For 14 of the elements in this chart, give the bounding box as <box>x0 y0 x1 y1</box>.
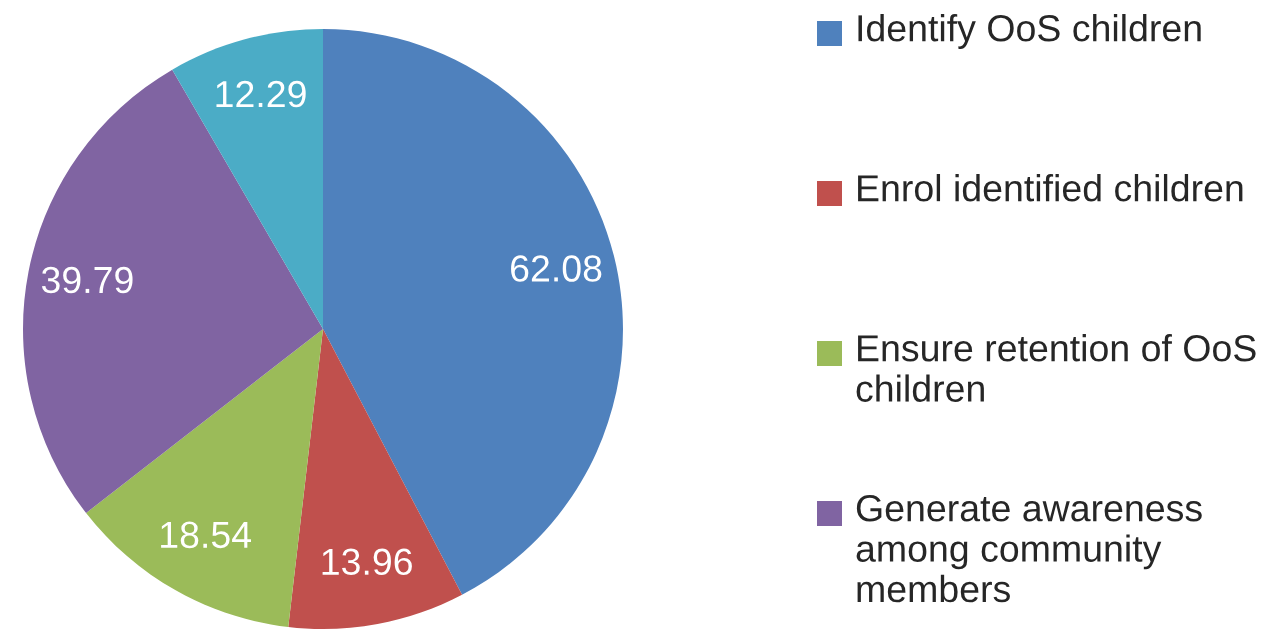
data-label: 13.96 <box>322 548 412 576</box>
pie-slice <box>288 329 463 629</box>
data-label: 18.54 <box>161 521 251 549</box>
legend-label: Generate awareness among community members <box>856 494 1202 603</box>
data-label: 12.29 <box>216 80 306 108</box>
pie-slice <box>172 29 323 329</box>
pie-slice <box>323 29 623 595</box>
data-label: 39.79 <box>41 266 133 294</box>
pie-slice <box>23 69 323 514</box>
legend-label: Enrol identified children <box>858 174 1243 202</box>
legend-label: Identify OoS children <box>858 14 1201 49</box>
legend-label: Ensure retention of OoS children <box>856 334 1256 402</box>
pie-slice <box>86 329 323 627</box>
data-label: 62.08 <box>511 255 602 282</box>
